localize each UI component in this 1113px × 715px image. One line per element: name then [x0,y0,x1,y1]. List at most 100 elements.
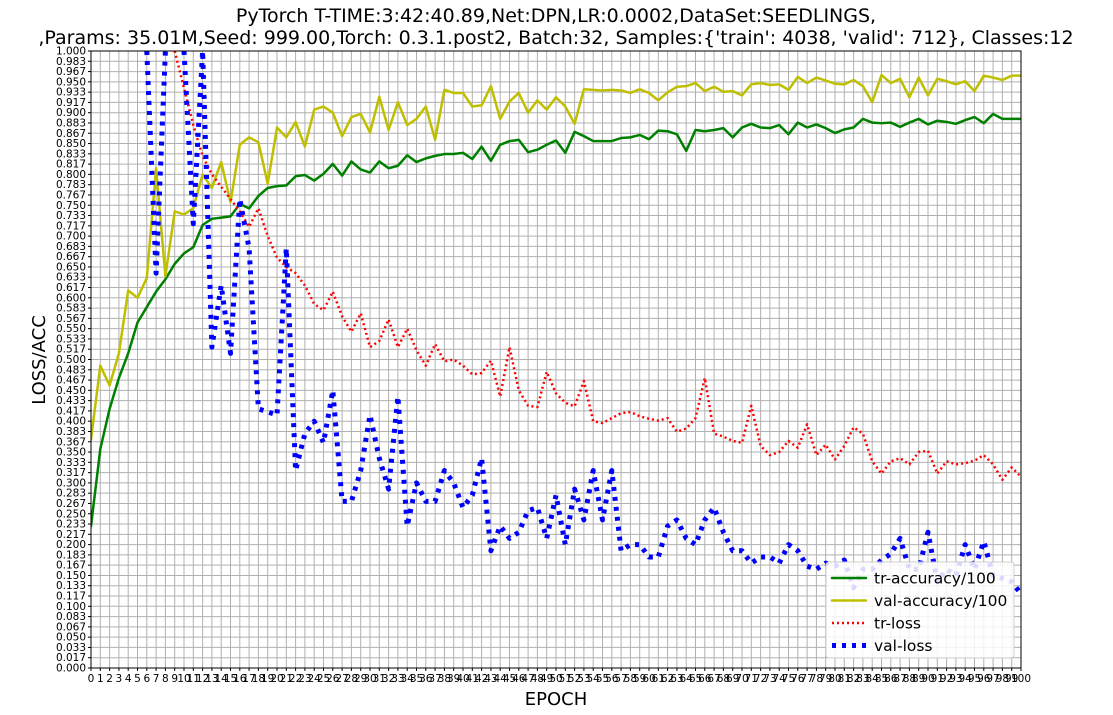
y-tick-label: 0.067 [56,621,86,633]
x-tick-label: 43 [484,673,497,685]
y-tick-label: 0.467 [56,375,86,387]
y-tick-label: 0.100 [56,601,86,613]
x-tick-label: 45 [503,673,516,685]
x-tick-label: 23 [298,673,311,685]
x-tick-label: 22 [289,673,302,685]
y-tick-label: 0.317 [56,467,86,479]
x-tick-label: 4 [125,673,132,685]
legend-label: val-accuracy/100 [874,592,1007,610]
x-tick-label: 5 [134,673,141,685]
series-line-val-accuracy-100 [91,73,1021,441]
x-tick-label: 42 [475,673,488,685]
legend-label: tr-accuracy/100 [874,570,996,588]
y-tick-label: 0.533 [56,333,86,345]
y-tick-label: 0.867 [56,128,86,140]
x-tick-label: 60 [642,673,655,685]
x-tick-label: 65 [689,673,702,685]
y-tick-label: 0.283 [56,488,86,500]
y-tick-label: 0.617 [56,282,86,294]
legend-label: val-loss [874,637,933,655]
y-tick-label: 0.050 [56,632,86,644]
x-tick-label: 85 [875,673,888,685]
x-tick-label: 100 [1011,673,1031,685]
y-tick-label: 0.567 [56,313,86,325]
y-tick-label: 0.183 [56,549,86,561]
legend-label: tr-loss [874,615,921,633]
x-tick-label: 96 [977,673,991,685]
y-tick-label: 0.633 [56,272,86,284]
y-tick-label: 0.367 [56,436,86,448]
series-line-tr-loss [173,51,1021,482]
x-axis-ticks: 0 1 2 3 4 5 6 7 8 9 101112131415161718192021222324… [88,668,1031,685]
y-tick-label: 0.950 [56,76,86,88]
y-tick-label: 0.300 [56,477,86,489]
x-tick-label: 48 [531,673,544,685]
x-tick-label: 88 [903,673,916,685]
x-tick-label: 63 [670,673,683,685]
x-tick-label: 56 [605,673,619,685]
y-tick-label: 0.583 [56,303,86,315]
x-tick-label: 44 [494,673,508,685]
x-tick-label: 31 [373,673,386,685]
y-tick-label: 0.550 [56,323,86,335]
y-tick-label: 0.000 [56,663,86,675]
x-tick-label: 72 [754,673,767,685]
x-tick-label: 78 [810,673,823,685]
y-tick-label: 0.800 [56,169,86,181]
y-tick-label: 0.167 [56,560,86,572]
x-tick-label: 21 [280,673,293,685]
x-tick-label: 11 [187,673,200,685]
x-tick-label: 79 [819,673,832,685]
y-tick-label: 0.450 [56,385,86,397]
y-tick-label: 0.017 [56,652,86,664]
x-tick-label: 15 [224,673,237,685]
y-tick-label: 0.850 [56,138,86,150]
y-axis-ticks: 0.0000.0170.0330.0500.0670.0830.1000.117… [56,46,91,675]
x-tick-label: 12 [196,673,209,685]
x-tick-label: 62 [661,673,674,685]
x-axis-label: EPOCH [525,689,588,710]
y-tick-label: 0.333 [56,457,86,469]
y-tick-label: 0.483 [56,364,86,376]
y-tick-label: 0.133 [56,580,86,592]
x-tick-label: 80 [828,673,841,685]
series-line-tr-accuracy-100 [91,112,1021,528]
x-tick-label: 55 [596,673,609,685]
y-tick-label: 0.683 [56,241,86,253]
x-tick-label: 0 [88,673,95,685]
x-tick-label: 36 [419,673,433,685]
x-tick-label: 40 [456,673,469,685]
x-tick-label: 41 [466,673,479,685]
x-tick-label: 52 [568,673,581,685]
x-tick-label: 97 [986,673,999,685]
x-tick-label: 53 [577,673,590,685]
y-tick-label: 0.983 [56,56,86,68]
x-tick-label: 57 [614,673,627,685]
x-tick-label: 73 [763,673,776,685]
y-tick-label: 0.033 [56,642,86,654]
x-tick-label: 14 [215,673,229,685]
x-tick-label: 34 [401,673,415,685]
y-tick-label: 0.233 [56,519,86,531]
x-tick-label: 54 [587,673,601,685]
y-tick-label: 0.200 [56,539,86,551]
x-tick-label: 58 [624,673,637,685]
x-tick-label: 8 [162,673,169,685]
x-tick-label: 87 [893,673,906,685]
x-tick-label: 47 [521,673,534,685]
y-tick-label: 0.150 [56,570,86,582]
y-tick-label: 0.833 [56,148,86,160]
x-tick-label: 3 [116,673,123,685]
chart-title-line-1: PyTorch T-TIME:3:42:40.89,Net:DPN,LR:0.0… [236,5,876,27]
x-tick-label: 83 [856,673,869,685]
x-tick-label: 92 [940,673,953,685]
y-tick-label: 0.917 [56,97,86,109]
x-tick-label: 74 [773,673,787,685]
x-tick-label: 28 [345,673,358,685]
x-tick-label: 93 [949,673,962,685]
x-tick-label: 9 [171,673,178,685]
x-tick-label: 49 [540,673,553,685]
x-tick-label: 32 [382,673,395,685]
x-tick-label: 46 [512,673,526,685]
